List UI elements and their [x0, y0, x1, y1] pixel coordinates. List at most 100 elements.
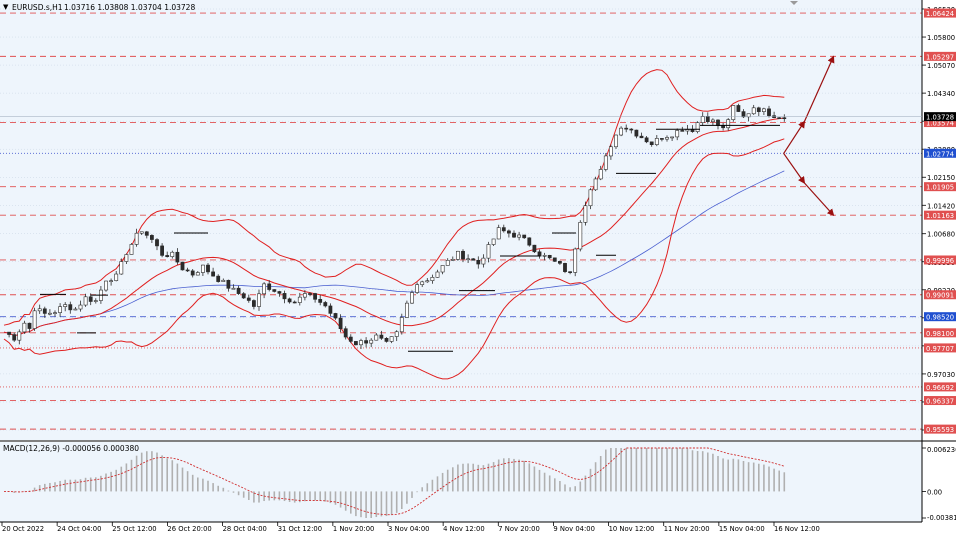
candle-body — [68, 304, 73, 311]
candle-body — [206, 264, 210, 273]
candle — [318, 294, 323, 306]
candle-body — [226, 279, 231, 289]
candle — [501, 224, 506, 233]
time-label: 28 Oct 04:00 — [223, 525, 267, 533]
candle-body — [430, 277, 435, 281]
level-tag — [924, 8, 956, 18]
candle-body — [104, 280, 108, 291]
candle-body — [374, 334, 379, 341]
candle-body — [170, 251, 175, 257]
candle-body — [767, 108, 771, 116]
candle — [277, 290, 282, 297]
candle-body — [246, 297, 251, 301]
candle-body — [517, 234, 522, 238]
candle — [7, 331, 12, 338]
time-label: 10 Nov 12:00 — [609, 525, 655, 533]
candle — [476, 256, 481, 269]
candle-body — [501, 227, 506, 232]
candle-body — [782, 117, 787, 120]
candle — [629, 128, 634, 134]
candle — [603, 153, 608, 172]
candle-body — [486, 244, 491, 259]
candle — [287, 297, 292, 304]
candle-body — [88, 296, 93, 302]
candle-body — [73, 308, 78, 311]
candle — [272, 289, 277, 293]
candle-body — [394, 331, 399, 337]
candle — [649, 141, 654, 147]
candle-body — [175, 251, 180, 263]
level-tag-label: 0.99091 — [926, 292, 954, 300]
projection-arrows — [783, 55, 835, 217]
candle-body — [603, 155, 608, 170]
candle — [751, 104, 756, 115]
time-label: 9 Nov 04:00 — [553, 525, 595, 533]
candle — [384, 337, 389, 343]
candle-body — [639, 135, 644, 139]
candle — [588, 188, 593, 210]
candle — [231, 284, 236, 290]
candle — [389, 336, 394, 344]
candle — [659, 138, 664, 142]
candle — [608, 144, 613, 160]
candle — [12, 332, 17, 342]
candle — [32, 307, 37, 331]
macd-axis-label: -0.003816 — [927, 514, 956, 522]
candle-body — [440, 265, 445, 273]
candle — [185, 267, 190, 273]
candle-body — [236, 287, 241, 294]
candle — [700, 112, 705, 126]
candle-body — [318, 299, 323, 303]
candle-body — [563, 263, 567, 272]
time-axis[interactable]: 20 Oct 2022 24 Oct 04:00 25 Oct 12:00 26 Oc… — [1, 522, 820, 533]
triangle-down-icon[interactable]: ▼ — [3, 3, 9, 11]
candle-body — [466, 258, 471, 261]
level-tag-label: 1.01163 — [926, 212, 954, 220]
candle-body — [450, 259, 455, 261]
candle — [246, 294, 251, 303]
candle — [53, 310, 57, 317]
chart-header: ▼ EURUSD.s,H1 1.03716 1.03808 1.03704 1.… — [3, 3, 195, 12]
level-tag — [924, 328, 956, 338]
candle-body — [150, 235, 154, 240]
candle — [430, 274, 435, 284]
candle — [425, 278, 430, 283]
candle — [333, 312, 338, 320]
candle — [170, 250, 175, 259]
candle — [568, 271, 573, 275]
candle — [221, 278, 226, 282]
candle — [782, 114, 787, 122]
candle-body — [557, 261, 562, 264]
candle-body — [369, 339, 374, 344]
candle — [445, 258, 450, 266]
level-tag — [924, 290, 956, 300]
candle-body — [83, 296, 88, 306]
candle-body — [359, 340, 363, 346]
candle — [455, 250, 460, 261]
time-label: 25 Oct 12:00 — [112, 525, 156, 533]
candle — [710, 118, 715, 126]
candle-body — [425, 280, 430, 283]
current-price-label: 1.03728 — [926, 114, 954, 122]
candle — [257, 289, 261, 311]
candle — [532, 244, 537, 253]
candle-body — [389, 336, 394, 342]
candle — [705, 112, 710, 124]
candle — [619, 126, 624, 137]
candle-body — [736, 105, 741, 112]
candle-body — [58, 306, 63, 313]
candle-body — [445, 259, 450, 266]
candle — [506, 229, 511, 238]
scroll-shift-marker[interactable] — [790, 1, 798, 5]
candle — [302, 289, 307, 301]
candle — [155, 238, 159, 251]
level-tag — [924, 51, 956, 61]
level-tag — [924, 312, 956, 322]
candle — [22, 320, 27, 334]
level-tag-label: 1.05297 — [926, 53, 954, 61]
level-tag — [924, 118, 956, 128]
candle-body — [726, 119, 731, 129]
level-tag — [924, 396, 956, 406]
level-tag-label: 0.96337 — [926, 398, 954, 406]
time-label: 16 Nov 12:00 — [774, 525, 820, 533]
